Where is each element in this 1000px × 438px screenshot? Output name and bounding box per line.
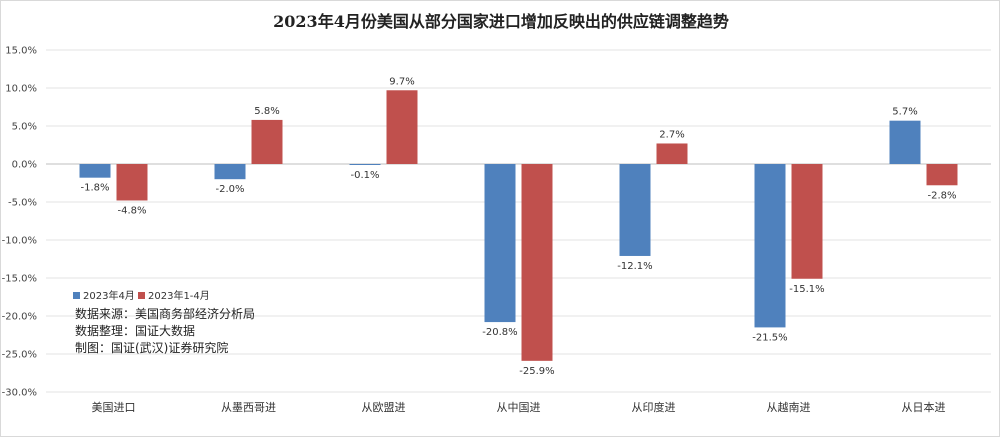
data-label: 5.8%	[254, 106, 279, 117]
bars	[79, 90, 958, 361]
bar-apr	[619, 164, 651, 256]
data-labels: -1.8% -4.8% -2.0% 5.8% -0.1% 9.7% -20.8% -25.9%…	[80, 76, 956, 377]
data-label: -1.8%	[80, 183, 109, 194]
data-label: -20.8%	[482, 327, 517, 338]
data-label: -21.5%	[752, 332, 787, 343]
y-tick-label: 0.0%	[12, 160, 37, 171]
data-label: -25.9%	[519, 366, 554, 377]
bar-apr	[754, 164, 786, 328]
y-tick-label: -5.0%	[8, 198, 37, 209]
source-notes: 数据来源：美国商务部经济分析局 数据整理：国证大数据 制图：国证(武汉)证券研究…	[75, 306, 255, 355]
data-label: 9.7%	[389, 76, 414, 87]
y-tick-label: -25.0%	[2, 350, 37, 361]
y-tick-label: -10.0%	[2, 236, 37, 247]
bar-jan-apr	[251, 119, 283, 164]
y-tick-label: -20.0%	[2, 312, 37, 323]
gridlines	[46, 49, 991, 393]
data-label: -12.1%	[617, 261, 652, 272]
category-label: 从欧盟进	[362, 401, 406, 414]
bar-apr	[214, 164, 246, 180]
legend-label-jan-apr: 2023年1-4月	[148, 289, 210, 302]
legend-swatch-jan-apr	[138, 292, 145, 299]
bar-apr	[889, 120, 921, 164]
data-label: -4.8%	[117, 205, 146, 216]
data-label: -15.1%	[789, 284, 824, 295]
y-axis-ticks: 15.0% 10.0% 5.0% 0.0% -5.0% -10.0% -15.0% -20.0…	[2, 46, 37, 399]
bar-jan-apr	[386, 90, 418, 164]
legend-label-apr: 2023年4月	[83, 289, 135, 302]
bar-jan-apr	[521, 164, 553, 361]
note-compiled: 数据整理：国证大数据	[75, 323, 195, 338]
y-tick-label: -15.0%	[2, 274, 37, 285]
bar-apr	[484, 164, 516, 323]
data-label: 5.7%	[892, 107, 917, 118]
legend-swatch-apr	[73, 292, 80, 299]
category-label: 美国进口	[92, 401, 136, 414]
category-labels: 美国进口 从墨西哥进 从欧盟进 从中国进 从印度进 从越南进 从日本进	[92, 400, 946, 414]
category-label: 从越南进	[767, 400, 811, 414]
chart-title: 2023年4月份美国从部分国家进口增加反映出的供应链调整趋势	[273, 12, 729, 31]
bar-jan-apr	[926, 164, 958, 186]
y-tick-label: 5.0%	[12, 122, 37, 133]
bar-jan-apr	[656, 143, 688, 164]
y-tick-label: 10.0%	[5, 84, 37, 95]
data-label: 2.7%	[659, 129, 684, 140]
bar-jan-apr	[791, 164, 823, 279]
y-tick-label: 15.0%	[5, 46, 37, 57]
y-tick-label: -30.0%	[2, 388, 37, 399]
data-label: -2.0%	[215, 184, 244, 195]
category-label: 从印度进	[632, 400, 676, 414]
data-label: -2.8%	[927, 190, 956, 201]
bar-apr	[79, 164, 111, 178]
data-label: -0.1%	[350, 170, 379, 181]
category-label: 从日本进	[902, 400, 946, 414]
bar-apr	[349, 164, 381, 165]
category-label: 从墨西哥进	[221, 401, 276, 414]
category-label: 从中国进	[497, 401, 541, 414]
note-chart-maker: 制图：国证(武汉)证券研究院	[75, 340, 228, 355]
bar-jan-apr	[116, 164, 148, 201]
legend: 2023年4月 2023年1-4月	[73, 289, 210, 302]
note-source: 数据来源：美国商务部经济分析局	[75, 306, 255, 321]
